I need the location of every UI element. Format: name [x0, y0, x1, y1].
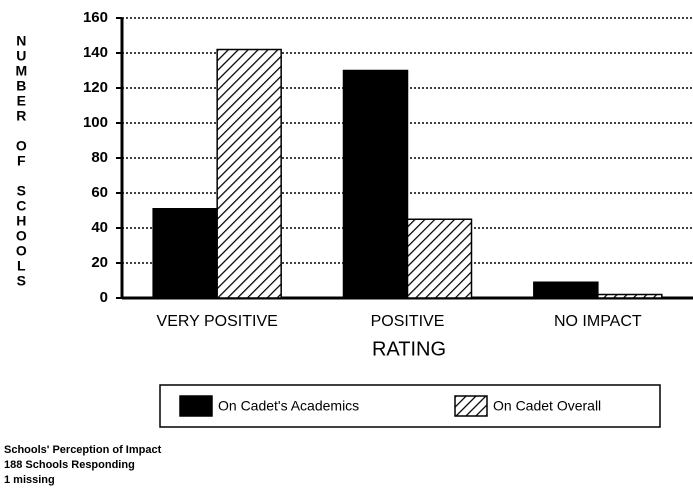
- y-axis-title: NUMBER OF SCHOOLS: [13, 33, 29, 288]
- legend-swatch: [454, 395, 488, 417]
- note: 1 missing: [4, 474, 55, 486]
- y-tick-label: 40: [91, 219, 108, 236]
- y-tick-label: 0: [100, 289, 108, 306]
- bar: [152, 208, 218, 299]
- bar: [533, 281, 599, 299]
- bar: [342, 69, 409, 299]
- legend-label: On Cadet Overall: [493, 398, 601, 414]
- x-tick-label: VERY POSITIVE: [157, 313, 278, 330]
- y-tick-label: 100: [83, 114, 108, 131]
- bar: [406, 218, 473, 299]
- y-tick-label: 20: [91, 254, 108, 271]
- bar: [597, 293, 663, 299]
- x-tick-label: NO IMPACT: [554, 313, 642, 330]
- y-tick-label: 120: [83, 79, 108, 96]
- x-tick-label: POSITIVE: [371, 313, 445, 330]
- y-tick-label: 80: [91, 149, 108, 166]
- legend-box: [159, 384, 661, 428]
- bar: [216, 48, 282, 299]
- y-tick-label: 60: [91, 184, 108, 201]
- y-tick-label: 160: [83, 9, 108, 26]
- y-tick-label: 140: [83, 44, 108, 61]
- x-axis-title: RATING: [372, 338, 446, 360]
- legend-label: On Cadet's Academics: [218, 398, 359, 414]
- note: 188 Schools Responding: [4, 459, 135, 471]
- legend-swatch: [179, 395, 213, 417]
- note: Schools' Perception of Impact: [4, 444, 162, 456]
